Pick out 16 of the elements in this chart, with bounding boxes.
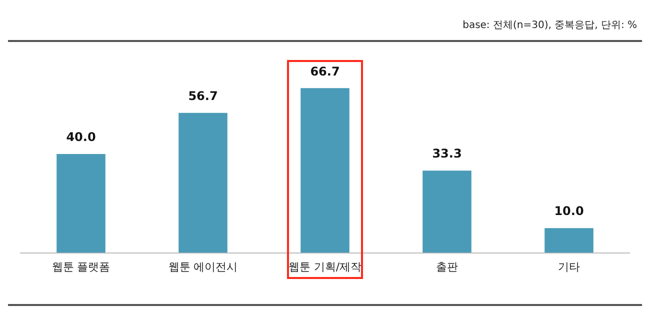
data-label: 66.7 (310, 64, 340, 78)
data-label: 10.0 (554, 204, 584, 218)
bar (544, 228, 594, 253)
data-label: 40.0 (66, 130, 96, 144)
bar (56, 154, 106, 253)
data-label: 33.3 (432, 146, 462, 161)
x-tick-label: 출판 (436, 260, 458, 274)
data-label: 56.7 (188, 88, 218, 103)
x-tick-label: 웹툰 기획/제작 (288, 260, 362, 274)
x-tick-label: 웹툰 플랫폼 (52, 260, 110, 274)
x-tick-label: 기타 (558, 260, 580, 274)
x-tick-label: 웹툰 에이전시 (168, 260, 238, 274)
text: base: 전체(n=30), 중복응답, 단위: % (462, 19, 637, 32)
bar (178, 112, 228, 253)
bar (300, 88, 350, 253)
bar (422, 170, 472, 253)
